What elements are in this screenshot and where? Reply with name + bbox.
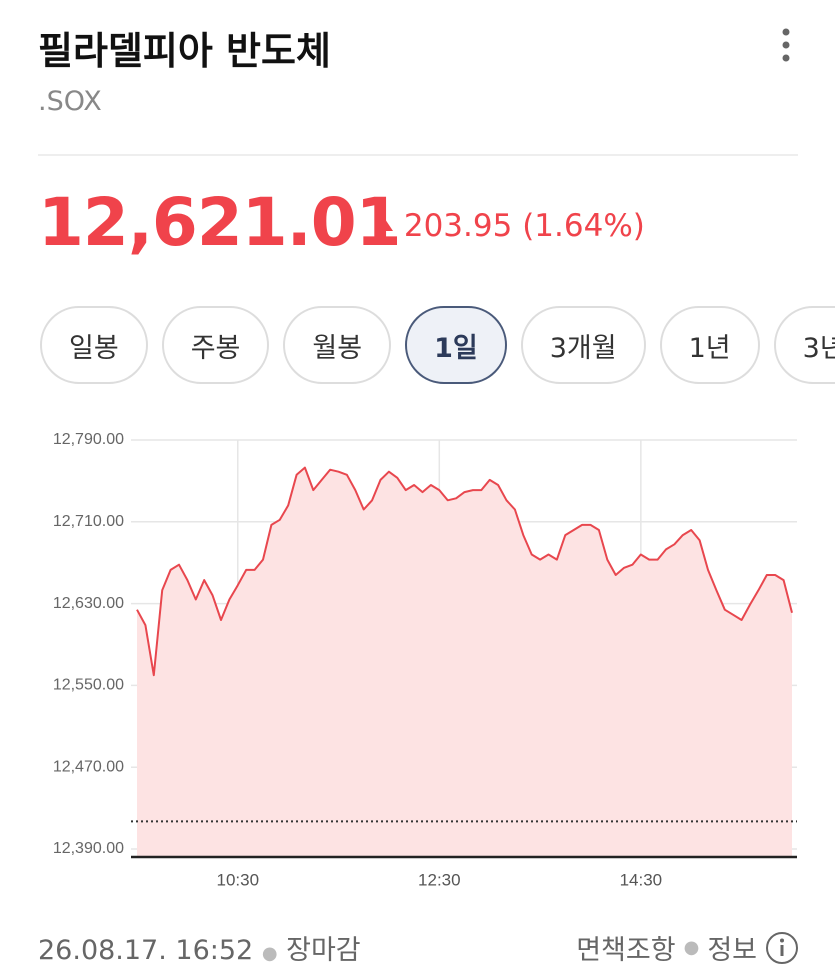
period-tab[interactable]: 월봉	[283, 306, 392, 384]
period-tabs: 일봉 주봉 월봉 1일 3개월 1년 3년	[40, 306, 835, 384]
info-link[interactable]: 정보	[707, 935, 757, 966]
separator: ●	[683, 937, 700, 958]
menu-button[interactable]	[772, 28, 800, 62]
ticker: .SOX	[38, 86, 102, 117]
price: 12,621.01	[38, 184, 402, 261]
timestamp: 26.08.17. 16:52	[38, 935, 254, 966]
title: 필라델피아 반도체	[38, 29, 331, 73]
y-tick-label: 12,550.00	[53, 677, 124, 694]
y-tick-label: 12,390.00	[53, 840, 124, 857]
market-status: 장마감	[286, 935, 361, 966]
period-tab[interactable]: 3개월	[520, 306, 646, 384]
x-tick-label: 10:30	[216, 870, 259, 889]
info-icon[interactable]	[765, 931, 799, 965]
period-tab[interactable]: 3년	[773, 306, 835, 384]
period-tab[interactable]: 주봉	[161, 306, 270, 384]
period-tab[interactable]: 1일	[405, 306, 507, 384]
x-tick-label: 14:30	[620, 870, 663, 889]
period-tab[interactable]: 일봉	[40, 306, 148, 384]
y-tick-label: 12,790.00	[53, 431, 124, 448]
change-percent: (1.64%)	[522, 208, 645, 244]
footer-right: 면책조항 ● 정보	[576, 928, 799, 967]
y-tick-label: 12,470.00	[53, 758, 124, 775]
separator: ●	[261, 943, 278, 964]
period-tab[interactable]: 1년	[659, 306, 760, 384]
change-value: 203.95	[403, 208, 513, 244]
area-fill	[137, 467, 792, 857]
footer-left: 26.08.17. 16:52 ● 장마감	[38, 928, 361, 967]
y-tick-label: 12,710.00	[53, 513, 124, 530]
change: 203.95 (1.64%)	[376, 208, 645, 244]
disclaimer-link[interactable]: 면책조항	[576, 935, 676, 966]
up-arrow	[377, 219, 393, 231]
price-line	[136, 466, 793, 677]
x-tick-label: 12:30	[418, 870, 461, 889]
chart: 12,390.00 12,470.00 12,550.00 12,630.00 12,7…	[53, 431, 797, 889]
y-tick-label: 12,630.00	[53, 595, 124, 612]
divider	[38, 154, 798, 156]
